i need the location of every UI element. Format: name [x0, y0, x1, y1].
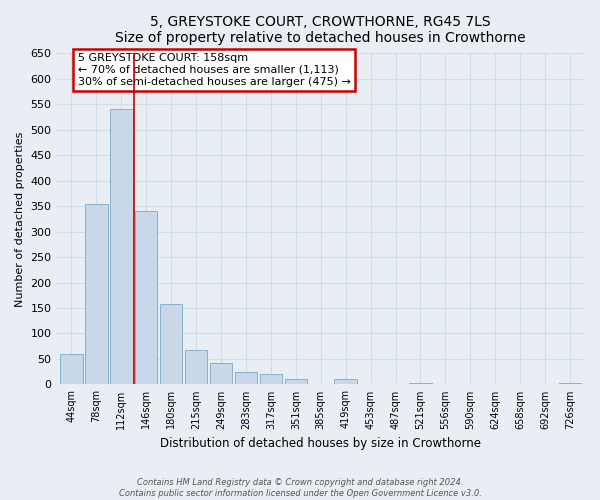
Y-axis label: Number of detached properties: Number of detached properties — [15, 131, 25, 306]
Bar — [409, 383, 431, 384]
Text: Contains HM Land Registry data © Crown copyright and database right 2024.
Contai: Contains HM Land Registry data © Crown c… — [119, 478, 481, 498]
Bar — [85, 204, 107, 384]
Bar — [60, 354, 83, 384]
Bar — [110, 110, 133, 384]
Bar — [135, 211, 157, 384]
Bar — [334, 380, 357, 384]
Bar — [185, 350, 208, 384]
Bar — [559, 383, 581, 384]
Bar — [210, 363, 232, 384]
X-axis label: Distribution of detached houses by size in Crowthorne: Distribution of detached houses by size … — [160, 437, 481, 450]
Title: 5, GREYSTOKE COURT, CROWTHORNE, RG45 7LS
Size of property relative to detached h: 5, GREYSTOKE COURT, CROWTHORNE, RG45 7LS… — [115, 15, 526, 45]
Bar — [160, 304, 182, 384]
Bar — [284, 380, 307, 384]
Bar — [235, 372, 257, 384]
Bar — [260, 374, 282, 384]
Text: 5 GREYSTOKE COURT: 158sqm
← 70% of detached houses are smaller (1,113)
30% of se: 5 GREYSTOKE COURT: 158sqm ← 70% of detac… — [77, 54, 350, 86]
